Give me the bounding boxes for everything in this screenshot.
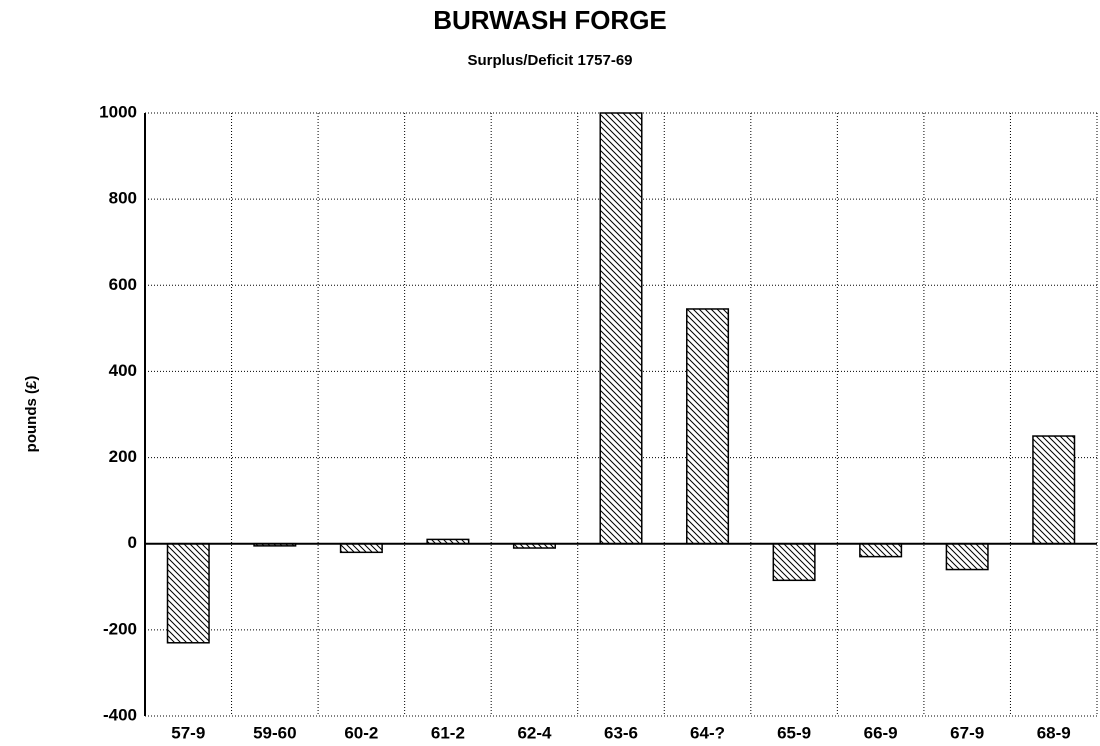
y-tick-label: 600 bbox=[109, 275, 137, 294]
x-tick-label: 66-9 bbox=[864, 723, 898, 742]
x-tick-label: 65-9 bbox=[777, 723, 811, 742]
chart-subtitle: Surplus/Deficit 1757-69 bbox=[467, 52, 632, 69]
y-tick-label: -200 bbox=[103, 619, 137, 638]
bar bbox=[599, 112, 643, 545]
bar bbox=[339, 542, 383, 554]
bar bbox=[772, 542, 816, 582]
x-tick-label: 64-? bbox=[690, 723, 725, 742]
bar bbox=[1032, 435, 1076, 545]
y-tick-label: 0 bbox=[128, 533, 137, 552]
x-tick-label: 67-9 bbox=[950, 723, 984, 742]
y-tick-label: 800 bbox=[109, 189, 137, 208]
y-tick-label: 1000 bbox=[99, 102, 137, 121]
x-tick-label: 59-60 bbox=[253, 723, 296, 742]
x-tick-label: 61-2 bbox=[431, 723, 465, 742]
bar bbox=[686, 308, 730, 545]
bar bbox=[166, 542, 210, 644]
bar bbox=[859, 542, 903, 558]
x-tick-label: 62-4 bbox=[517, 723, 552, 742]
x-tick-label: 68-9 bbox=[1037, 723, 1071, 742]
chart-title: BURWASH FORGE bbox=[433, 5, 667, 35]
x-tick-label: 60-2 bbox=[344, 723, 378, 742]
bar bbox=[945, 542, 989, 571]
x-tick-label: 57-9 bbox=[171, 723, 205, 742]
y-axis-label: pounds (£) bbox=[23, 376, 40, 453]
y-tick-label: -400 bbox=[103, 705, 137, 724]
y-tick-label: 200 bbox=[109, 447, 137, 466]
x-tick-label: 63-6 bbox=[604, 723, 638, 742]
y-tick-label: 400 bbox=[109, 361, 137, 380]
